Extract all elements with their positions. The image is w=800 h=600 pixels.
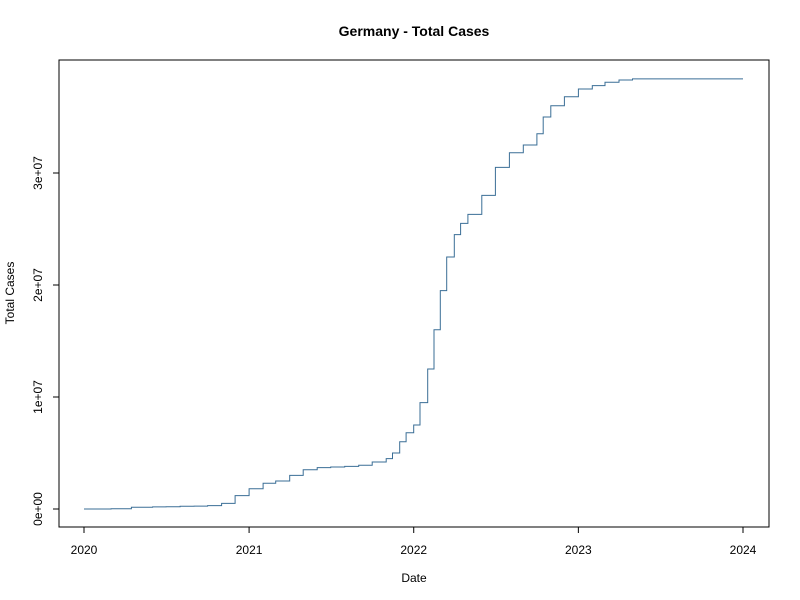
y-axis-label: Total Cases bbox=[3, 262, 17, 325]
plot-frame bbox=[58, 59, 770, 528]
x-tick-label: 2023 bbox=[565, 543, 592, 557]
x-tick-label: 2020 bbox=[71, 543, 98, 557]
x-axis-label: Date bbox=[401, 571, 427, 585]
chart-title: Germany - Total Cases bbox=[339, 23, 490, 39]
series-layer bbox=[84, 78, 743, 510]
x-tick-label: 2024 bbox=[730, 543, 757, 557]
y-axis: 0e+00 1e+07 2e+07 3e+07 bbox=[31, 156, 59, 526]
x-tick-label: 2022 bbox=[400, 543, 427, 557]
y-tick-label: 1e+07 bbox=[31, 380, 45, 414]
y-tick-label: 3e+07 bbox=[31, 156, 45, 190]
x-tick-label: 2021 bbox=[236, 543, 263, 557]
y-tick-label: 0e+00 bbox=[31, 492, 45, 526]
series-line bbox=[84, 78, 743, 510]
x-axis: 2020 2021 2022 2023 2024 bbox=[71, 527, 757, 557]
y-tick-label: 2e+07 bbox=[31, 268, 45, 302]
